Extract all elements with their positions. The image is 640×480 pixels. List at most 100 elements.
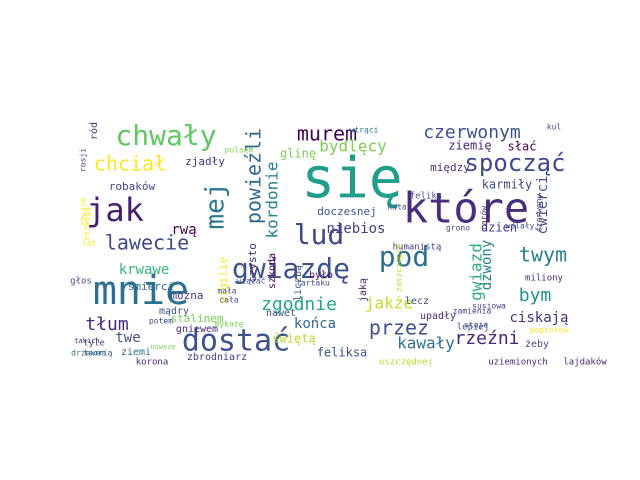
cloud-word: lepiej [457, 323, 490, 333]
cloud-word: nowsze [150, 343, 175, 351]
cloud-word: dostać [182, 324, 290, 359]
cloud-word: karmiły [482, 178, 533, 192]
cloud-word: liczbą [293, 265, 304, 301]
cloud-word: ciskają [509, 310, 568, 326]
cloud-word: tłum [85, 314, 128, 335]
cloud-word: tyle [83, 339, 105, 349]
cloud-word: śmierci [128, 280, 174, 293]
cloud-word: gniewem [176, 324, 218, 335]
cloud-word: lawecie [105, 231, 189, 255]
cloud-word: lud [294, 218, 345, 251]
cloud-word: nawet [266, 308, 296, 319]
cloud-word: kata [387, 203, 406, 212]
cloud-word: wtrąci [350, 126, 379, 135]
cloud-word: czerwony [535, 194, 544, 233]
cloud-word: przez [369, 316, 429, 340]
cloud-word: czysto [246, 243, 259, 283]
cloud-word: powieźli [242, 128, 266, 224]
cloud-word: robaków [109, 180, 156, 193]
cloud-word: czerwonym [423, 122, 521, 143]
cloud-word: zgodnie [261, 294, 337, 315]
cloud-word: wolały [506, 222, 535, 231]
cloud-word: miliony [525, 274, 564, 284]
cloud-word: glinę [280, 147, 316, 161]
cloud-word: rozwagą [83, 207, 92, 241]
cloud-word: końca [294, 316, 336, 332]
cloud-word: upadły [420, 311, 456, 322]
cloud-word: mądry [159, 306, 189, 317]
cloud-word: drzewem [71, 349, 105, 358]
cloud-word: stalinem [171, 312, 224, 325]
cloud-word: humanistą [393, 243, 442, 253]
cloud-word: tartaku [296, 279, 330, 288]
cloud-word: kul [547, 123, 562, 132]
cloud-word: feliks [410, 192, 443, 202]
cloud-word: które [403, 184, 529, 233]
cloud-word: jaką [358, 278, 369, 302]
cloud-word: zbrodniarz [187, 352, 247, 363]
cloud-word: mnie [93, 268, 189, 314]
cloud-word: chciał [94, 152, 166, 176]
cloud-word: między [430, 161, 470, 174]
cloud-word: ród [88, 122, 100, 140]
cloud-word: można [170, 289, 203, 302]
cloud-word: było [309, 270, 333, 281]
cloud-word: korona [136, 358, 169, 368]
cloud-word: zawsze [79, 197, 88, 226]
cloud-word: chwały [115, 119, 216, 152]
cloud-word: zaszczepię [395, 244, 404, 292]
cloud-word: mej [201, 183, 231, 230]
cloud-word: świętą [272, 332, 315, 346]
cloud-word: kawały [397, 334, 455, 353]
cloud-word: krwawe [119, 262, 170, 278]
cloud-word: oszczędnej [379, 358, 433, 368]
cloud-word: jakże [365, 294, 413, 313]
cloud-word: rzeźni [454, 328, 519, 349]
cloud-word: słać [508, 140, 537, 154]
cloud-word: twe [115, 330, 140, 346]
cloud-word: szkoda [267, 253, 278, 289]
cloud-word: doczesnej [317, 205, 377, 218]
cloud-word: żeby [525, 339, 549, 350]
cloud-word: cała [219, 296, 238, 305]
cloud-word: zamienia [453, 307, 492, 316]
cloud-word: się [301, 146, 402, 211]
cloud-word: gwiazdę [232, 252, 350, 285]
cloud-word: ćwierci [535, 175, 551, 234]
cloud-word: carów [479, 206, 489, 230]
cloud-word: bydlęcy [319, 137, 387, 156]
cloud-word: kordonie [263, 161, 282, 238]
cloud-word: pulsem [225, 146, 254, 155]
cloud-word: rosji [79, 148, 88, 172]
cloud-word: bym [519, 285, 552, 306]
cloud-word: lecz [405, 296, 429, 307]
cloud-word: teorią [84, 349, 113, 358]
cloud-word: zjadły [185, 155, 225, 168]
cloud-word: uziemionych [488, 358, 548, 368]
cloud-word: popiołów [530, 325, 569, 335]
cloud-word: ziemi [121, 347, 151, 358]
cloud-word: lat [82, 239, 97, 248]
cloud-word: feliksa [317, 346, 368, 360]
cloud-word: pod [379, 240, 430, 273]
cloud-word: gwiazd [467, 243, 486, 301]
cloud-word: rwą [171, 222, 196, 238]
cloud-word: potem [149, 317, 173, 326]
cloud-word: mykażę [215, 320, 244, 329]
cloud-word: niebios [326, 221, 385, 237]
cloud-word: ziemię [448, 139, 491, 153]
cloud-word: susiowa [472, 302, 506, 311]
cloud-word: grono [446, 224, 470, 233]
cloud-word: dzień [481, 221, 517, 235]
cloud-word: mała [217, 287, 236, 296]
cloud-word: staje [464, 321, 488, 330]
cloud-word: murem [297, 122, 357, 146]
cloud-word: twym [519, 243, 567, 267]
cloud-word: spocząć [464, 149, 565, 177]
cloud-word: lajdaków [563, 357, 607, 368]
cloud-word: wiązać [237, 276, 266, 286]
cloud-word: takich [74, 337, 99, 345]
cloud-word: głos [70, 277, 92, 287]
